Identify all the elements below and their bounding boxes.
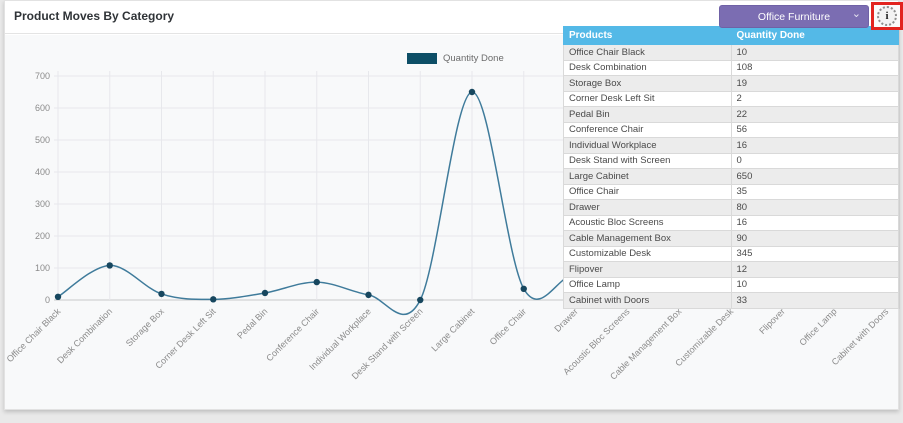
table-cell: Large Cabinet (563, 168, 732, 185)
table-cell: Storage Box (563, 75, 732, 92)
table-row[interactable]: Conference Chair 56 (563, 121, 899, 138)
legend-swatch (407, 53, 437, 64)
table-cell: 345 (730, 245, 899, 262)
svg-text:Large Cabinet: Large Cabinet (429, 306, 476, 353)
svg-text:Office Chair Black: Office Chair Black (5, 306, 63, 364)
svg-text:Cabinet with Doors: Cabinet with Doors (830, 306, 891, 367)
table-cell: Corner Desk Left Sit (563, 90, 732, 107)
table-cell: 12 (730, 261, 899, 278)
table-cell: 16 (730, 214, 899, 231)
table-cell: 22 (730, 106, 899, 123)
table-row[interactable]: Desk Combination 108 (563, 59, 899, 76)
table-cell: Customizable Desk (563, 245, 732, 262)
table-cell: Acoustic Bloc Screens (563, 214, 732, 231)
table-cell: 19 (730, 75, 899, 92)
table-cell: 108 (730, 59, 899, 76)
svg-text:Storage Box: Storage Box (124, 306, 166, 348)
dropdown-selected-label: Office Furniture (757, 10, 831, 23)
table-cell: 650 (730, 168, 899, 185)
table-row[interactable]: Pedal Bin 22 (563, 106, 899, 123)
svg-text:Desk Combination: Desk Combination (55, 306, 114, 365)
table-row[interactable]: Cable Management Box 90 (563, 230, 899, 247)
svg-text:Customizable Desk: Customizable Desk (673, 306, 735, 368)
table-row[interactable]: Acoustic Bloc Screens 16 (563, 214, 899, 231)
chart-card: 0 100 200 300 400 500 600 700 Office Chair Black… (4, 0, 903, 410)
table-cell: Pedal Bin (563, 106, 732, 123)
table-cell: Office Chair (563, 183, 732, 200)
table-cell: Individual Workplace (563, 137, 732, 154)
svg-text:700: 700 (35, 71, 50, 81)
table-row[interactable]: Large Cabinet 650 (563, 168, 899, 185)
table-cell: Desk Combination (563, 59, 732, 76)
table-cell: Office Lamp (563, 276, 732, 293)
table-row[interactable]: Flipover 12 (563, 261, 899, 278)
table-cell: 80 (730, 199, 899, 216)
table-row[interactable]: Office Chair Black 10 (563, 44, 899, 61)
svg-text:300: 300 (35, 199, 50, 209)
table-row[interactable]: Individual Workplace 16 (563, 137, 899, 154)
table-row[interactable]: Office Lamp 10 (563, 276, 899, 293)
table-row[interactable]: Corner Desk Left Sit 2 (563, 90, 899, 107)
table-cell: 16 (730, 137, 899, 154)
svg-text:Office Chair: Office Chair (488, 306, 529, 347)
svg-text:Pedal Bin: Pedal Bin (235, 306, 269, 340)
data-table: Products Quantity Done Office Chair Blac… (563, 26, 900, 309)
page-title: Product Moves By Category (14, 9, 175, 23)
column-header-products: Products (563, 26, 732, 45)
category-dropdown[interactable]: Office Furniture ⌄ (719, 5, 869, 28)
table-cell: Drawer (563, 199, 732, 216)
svg-text:400: 400 (35, 167, 50, 177)
table-cell: Cabinet with Doors (563, 292, 732, 309)
chart-legend: Quantity Done (407, 53, 504, 64)
svg-text:100: 100 (35, 263, 50, 273)
table-cell: 90 (730, 230, 899, 247)
table-row[interactable]: Cabinet with Doors 33 (563, 292, 899, 309)
table-cell: 10 (730, 276, 899, 293)
table-cell: Flipover (563, 261, 732, 278)
table-cell: 33 (730, 292, 899, 309)
svg-text:600: 600 (35, 103, 50, 113)
svg-text:Office Lamp: Office Lamp (797, 306, 838, 347)
legend-label: Quantity Done (443, 53, 504, 64)
table-cell: 10 (730, 44, 899, 61)
column-header-quantity-done: Quantity Done (730, 26, 899, 45)
table-cell: 56 (730, 121, 899, 138)
table-cell: Conference Chair (563, 121, 732, 138)
svg-text:Conference Chair: Conference Chair (264, 306, 321, 363)
table-cell: Desk Stand with Screen (563, 152, 732, 169)
table-cell: 35 (730, 183, 899, 200)
svg-text:200: 200 (35, 231, 50, 241)
svg-text:Flipover: Flipover (757, 306, 787, 336)
table-row[interactable]: Customizable Desk 345 (563, 245, 899, 262)
table-row[interactable]: Storage Box 19 (563, 75, 899, 92)
chevron-down-icon: ⌄ (851, 8, 861, 20)
table-cell: Office Chair Black (563, 44, 732, 61)
table-cell: 0 (730, 152, 899, 169)
svg-text:Drawer: Drawer (552, 306, 580, 334)
table-cell: 2 (730, 90, 899, 107)
table-header-row: Products Quantity Done (563, 26, 899, 45)
table-row[interactable]: Office Chair 35 (563, 183, 899, 200)
svg-text:500: 500 (35, 135, 50, 145)
annotation-highlight-box: i (871, 2, 903, 30)
table-cell: Cable Management Box (563, 230, 732, 247)
table-row[interactable]: Drawer 80 (563, 199, 899, 216)
info-icon[interactable]: i (877, 6, 897, 26)
svg-text:0: 0 (45, 295, 50, 305)
table-row[interactable]: Desk Stand with Screen 0 (563, 152, 899, 169)
